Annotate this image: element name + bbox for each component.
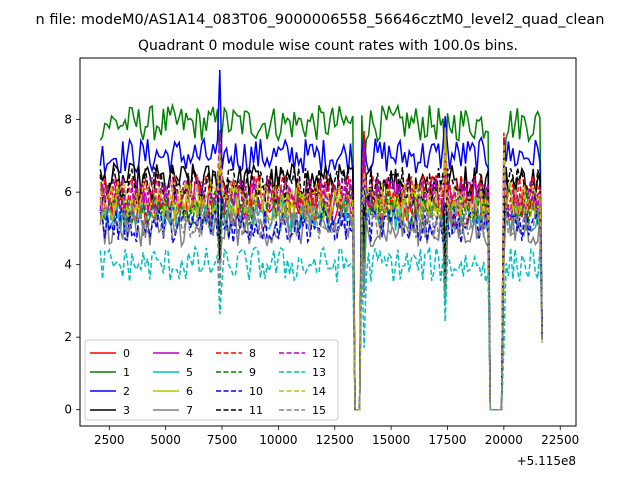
series-line-14 [99,143,543,411]
series-line-8 [99,130,543,411]
y-tick-label: 2 [64,330,72,344]
legend-label-4: 4 [186,347,193,360]
x-tick-label: 7500 [207,433,238,447]
x-tick-label: 12500 [316,433,354,447]
chart-title: Quadrant 0 module wise count rates with … [138,38,518,54]
legend-label-7: 7 [186,404,193,417]
y-tick-label: 6 [64,185,72,199]
legend-label-9: 9 [249,366,256,379]
x-tick-label: 17500 [428,433,466,447]
series-line-13 [99,244,543,411]
y-tick-label: 4 [64,258,72,272]
y-axis: 0 2 4 6 8 [64,113,80,417]
legend-label-15: 15 [312,404,326,417]
series-line-3 [99,161,543,411]
y-tick-label: 8 [64,113,72,127]
x-axis: 2500 5000 7500 10000 12500 15000 17500 20000 225… [94,426,579,447]
series-line-12 [99,129,543,411]
x-tick-label: 20000 [485,433,523,447]
series-line-11 [99,165,543,411]
plot-area-frame [79,57,577,427]
legend-label-6: 6 [186,385,193,398]
legend-label-2: 2 [123,385,130,398]
series-lines [99,69,543,411]
legend-label-14: 14 [312,385,326,398]
x-tick-label: 2500 [94,433,125,447]
legend-label-1: 1 [123,366,130,379]
chart-suptitle: n file: modeM0/AS1A14_083T06_9000006558_… [36,12,605,28]
x-tick-label: 15000 [372,433,410,447]
y-tick-label: 0 [64,403,72,417]
series-line-15 [99,200,543,411]
x-offset-label: +5.115e8 [517,454,576,468]
x-tick-label: 5000 [150,433,181,447]
x-tick-label: 22500 [541,433,579,447]
x-tick-label: 10000 [259,433,297,447]
legend-label-13: 13 [312,366,326,379]
legend-label-5: 5 [186,366,193,379]
series-line-7 [99,208,543,411]
legend-label-8: 8 [249,347,256,360]
legend-label-0: 0 [123,347,130,360]
series-line-1 [99,102,543,411]
legend-label-11: 11 [249,404,263,417]
legend-label-3: 3 [123,404,130,417]
legend-label-12: 12 [312,347,326,360]
series-line-10 [99,163,543,411]
legend-box [84,339,339,421]
legend-label-10: 10 [249,385,263,398]
